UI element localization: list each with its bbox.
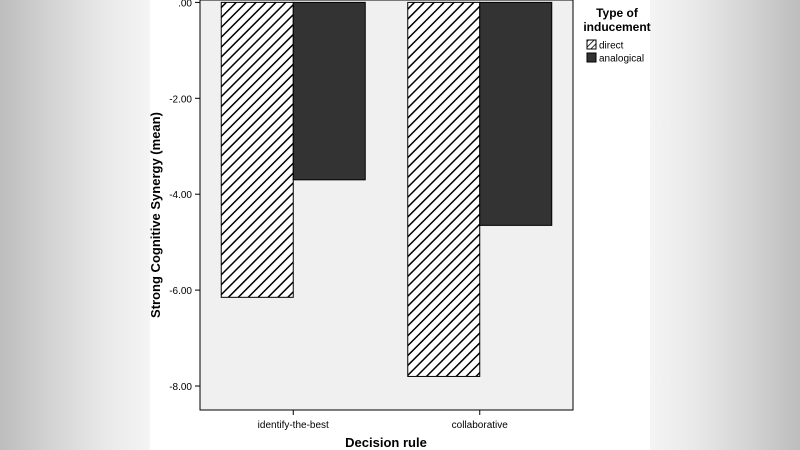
- y-axis: .00 -2.00 -4.00 -6.00 -8.00: [169, 0, 200, 393]
- y-tick-label: -2.00: [169, 94, 192, 105]
- legend-title-line2: inducement: [583, 20, 650, 34]
- x-axis-label: Decision rule: [345, 435, 427, 450]
- y-axis-label: Strong Cognitive Synergy (mean): [148, 112, 163, 318]
- bar-analogical-identify-the-best: [292, 1, 366, 181]
- right-blur-margin: [650, 0, 800, 450]
- y-tick-label: -8.00: [169, 382, 192, 393]
- legend: Type of inducement direct analogical: [583, 6, 650, 65]
- bar-direct-collaborative: [407, 1, 481, 377]
- bars-group: [220, 1, 553, 377]
- x-axis: identify-the-best collaborative: [258, 410, 509, 431]
- x-tick-label: collaborative: [452, 420, 509, 431]
- x-tick-label: identify-the-best: [258, 420, 329, 431]
- left-blur-margin: [0, 0, 150, 450]
- bar-analogical-collaborative: [479, 1, 553, 226]
- legend-label-analogical: analogical: [599, 54, 644, 65]
- bar-direct-identify-the-best: [220, 1, 294, 298]
- legend-label-direct: direct: [599, 41, 624, 52]
- y-tick-label: -4.00: [169, 190, 192, 201]
- y-tick-label: -6.00: [169, 286, 192, 297]
- legend-swatch-analogical: [586, 52, 597, 63]
- legend-swatch-direct: [586, 39, 597, 50]
- legend-title-line1: Type of: [596, 6, 639, 20]
- y-tick-label: .00: [178, 0, 192, 9]
